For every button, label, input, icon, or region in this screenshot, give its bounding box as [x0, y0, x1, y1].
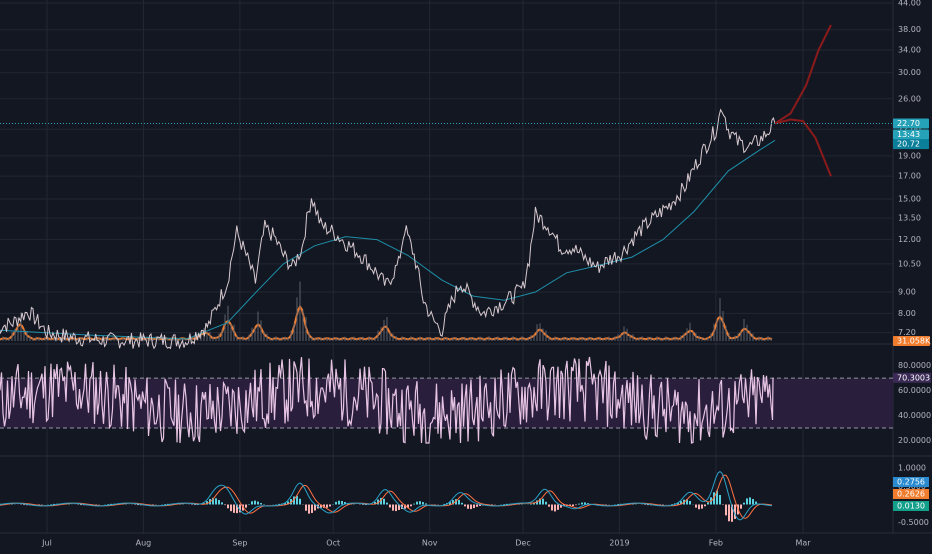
price-axis-tick: 13.50 — [898, 214, 921, 223]
rsi-axis-tick: 80.0000 — [898, 361, 931, 370]
time-axis-tick: 2019 — [609, 539, 629, 548]
signal-value-badge: 0.2626 — [897, 490, 925, 499]
volume-value-badge-bg — [893, 336, 930, 346]
rsi-axis-tick: 60.0000 — [898, 386, 931, 395]
macd-line — [0, 470, 773, 521]
price-axis-tick: 26.00 — [898, 94, 921, 103]
countdown-badge-bg — [893, 129, 929, 140]
price-axis-tick: 34.00 — [898, 45, 921, 54]
histogram-value-badge-bg — [893, 501, 929, 511]
time-axis-tick: Sep — [232, 539, 247, 548]
time-axis-tick: Mar — [795, 539, 811, 548]
price-axis-tick: 44.00 — [898, 0, 921, 8]
last-price-badge-bg — [893, 118, 929, 129]
price-axis-tick: 10.50 — [898, 259, 921, 268]
macd-axis-tick: 1.0000 — [898, 464, 926, 473]
rsi-value-badge: 70.3003 — [897, 373, 930, 382]
last-price-badge: 22.70 — [897, 119, 920, 128]
rsi-axis-tick: 20.0000 — [898, 436, 931, 445]
ema-line — [0, 139, 776, 340]
rsi-value-badge-bg — [893, 372, 931, 383]
macd-value-badge-bg — [893, 477, 929, 487]
rsi-line — [0, 356, 774, 444]
price-line — [0, 108, 776, 350]
price-axis-tick: 15.00 — [898, 194, 921, 203]
price-axis-tick: 7.20 — [898, 328, 916, 337]
price-axis-tick: 30.00 — [898, 68, 921, 77]
price-axis-tick: 19.00 — [898, 151, 921, 160]
price-axis-tick: 38.00 — [898, 25, 921, 34]
price-axis-tick: 12.00 — [898, 235, 921, 244]
projection-up-curve — [774, 24, 832, 125]
time-axis-tick: Nov — [422, 539, 438, 548]
price-axis-tick: 8.00 — [898, 309, 916, 318]
time-axis-tick: Oct — [326, 539, 340, 548]
time-axis-tick: Dec — [515, 539, 530, 548]
price-axis-tick: 22.00 — [898, 125, 921, 134]
price-axis-tick: 17.00 — [898, 172, 921, 181]
histogram-value-badge: 0.0130 — [897, 502, 925, 511]
time-axis-tick: Jul — [41, 539, 52, 548]
rsi-axis-tick: 40.0000 — [898, 411, 931, 420]
macd-value-badge: 0.2756 — [897, 478, 925, 487]
ema-value-badge-bg — [893, 139, 929, 150]
projection-down-curve — [774, 118, 832, 177]
countdown-badge: 13:43 — [897, 130, 920, 139]
time-axis-tick: Aug — [136, 539, 152, 548]
volume-value-badge: 31.058K — [897, 337, 931, 346]
signal-value-badge-bg — [893, 489, 929, 499]
time-axis-tick: Feb — [709, 539, 723, 548]
macd-axis-tick: -0.5000 — [898, 518, 929, 527]
price-axis-tick: 9.00 — [898, 287, 916, 296]
ema-value-badge: 20.72 — [897, 140, 920, 149]
